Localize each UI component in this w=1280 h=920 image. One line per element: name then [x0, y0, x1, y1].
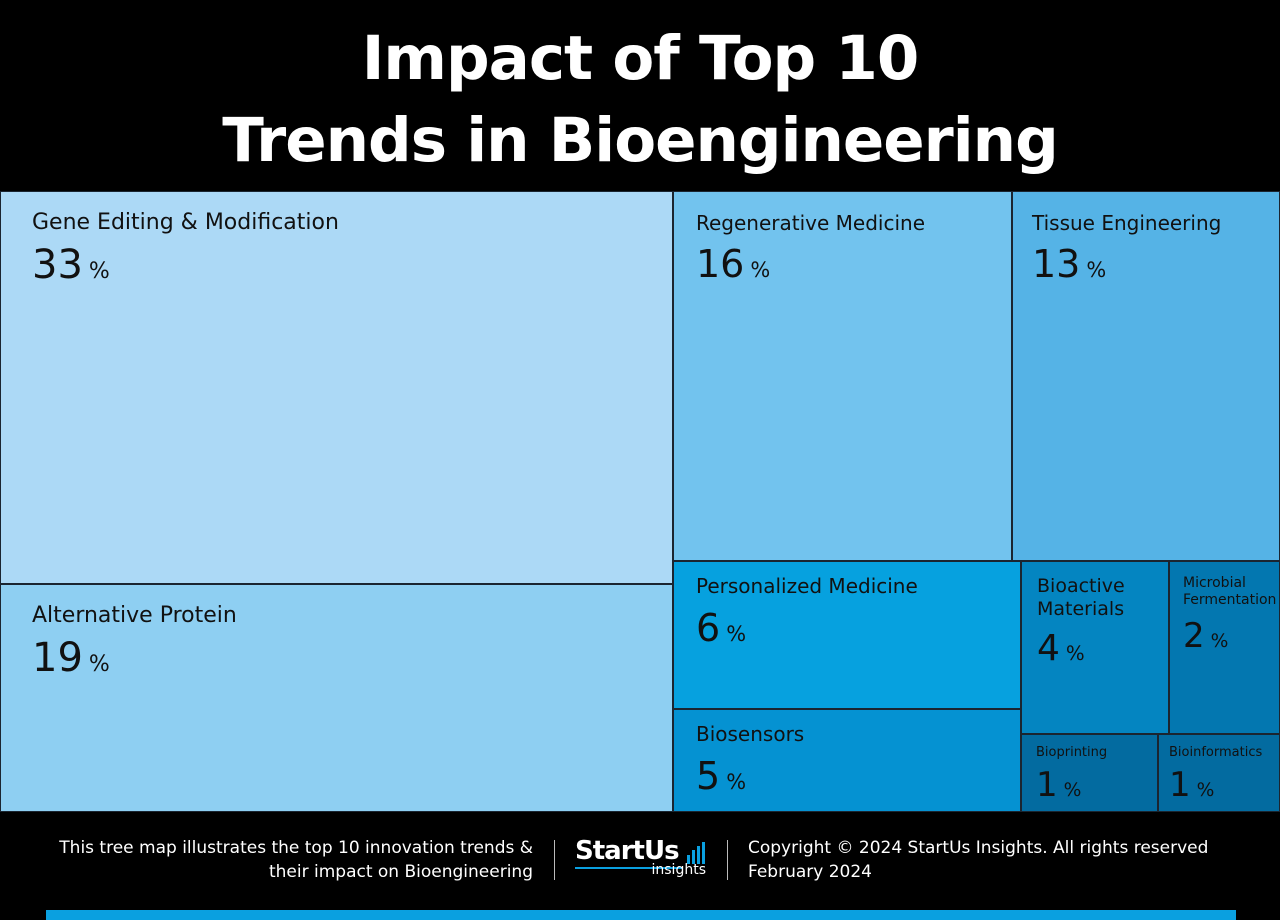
treemap-label: Regenerative Medicine: [696, 211, 926, 235]
treemap-value: 6%: [696, 606, 747, 650]
treemap-value: 5%: [696, 754, 747, 798]
treemap-value: 1%: [1169, 765, 1215, 805]
copyright-line1: Copyright © 2024 StartUs Insights. All r…: [748, 838, 1209, 858]
treemap-label: Microbial Fermentation: [1183, 575, 1277, 608]
treemap-value: 33%: [32, 242, 110, 288]
treemap-value: 19%: [32, 635, 110, 681]
treemap: Gene Editing & Modification 33% Alternativ…: [0, 191, 1280, 812]
footer-note-line1: This tree map illustrates the top 10 inn…: [59, 838, 533, 858]
treemap-tile-bioprinting: Bioprinting 1%: [1021, 734, 1158, 812]
treemap-value: 16%: [696, 242, 771, 286]
treemap-value: 13%: [1032, 242, 1107, 286]
treemap-tile-bioinformatics: Bioinformatics 1%: [1158, 734, 1280, 812]
treemap-label: Bioprinting: [1036, 745, 1108, 760]
copyright: Copyright © 2024 StartUs Insights. All r…: [748, 836, 1268, 884]
treemap-label: Personalized Medicine: [696, 574, 918, 598]
treemap-value: 1%: [1036, 765, 1082, 805]
logo-brand: StartUs: [575, 836, 680, 866]
chart-title: Impact of Top 10 Trends in Bioengineerin…: [0, 18, 1280, 182]
startus-insights-logo: StartUs insights: [575, 836, 710, 886]
treemap-label: Alternative Protein: [32, 603, 237, 628]
chart-title-line2: Trends in Bioengineering: [222, 105, 1059, 176]
treemap-tile-regenerative-medicine: Regenerative Medicine 16%: [673, 191, 1012, 561]
treemap-value: 2%: [1183, 616, 1229, 656]
bar-chart-icon: [687, 842, 707, 864]
treemap-tile-biosensors: Biosensors 5%: [673, 709, 1021, 812]
treemap-tile-microbial-fermentation: Microbial Fermentation 2%: [1169, 561, 1280, 734]
chart-title-line1: Impact of Top 10: [361, 23, 920, 94]
treemap-tile-bioactive-materials: Bioactive Materials 4%: [1021, 561, 1169, 734]
treemap-label: Biosensors: [696, 722, 805, 746]
treemap-label: Gene Editing & Modification: [32, 210, 339, 235]
footer-divider-right: [727, 840, 728, 880]
bottom-accent-bar: [46, 910, 1236, 920]
footer-note: This tree map illustrates the top 10 inn…: [13, 836, 533, 884]
treemap-tile-alternative-protein: Alternative Protein 19%: [0, 584, 673, 812]
treemap-tile-personalized-medicine: Personalized Medicine 6%: [673, 561, 1021, 709]
treemap-tile-gene-editing-modification: Gene Editing & Modification 33%: [0, 191, 673, 584]
treemap-tile-tissue-engineering: Tissue Engineering 13%: [1012, 191, 1280, 561]
treemap-label: Bioinformatics: [1169, 745, 1263, 760]
footer-divider-left: [554, 840, 555, 880]
treemap-label: Tissue Engineering: [1032, 211, 1222, 235]
logo-underline: [575, 867, 683, 869]
copyright-date: February 2024: [748, 862, 872, 882]
footer-note-line2: their impact on Bioengineering: [268, 862, 533, 882]
treemap-value: 4%: [1037, 628, 1085, 669]
logo-sub: insights: [651, 862, 707, 878]
treemap-label: Bioactive Materials: [1037, 575, 1125, 620]
